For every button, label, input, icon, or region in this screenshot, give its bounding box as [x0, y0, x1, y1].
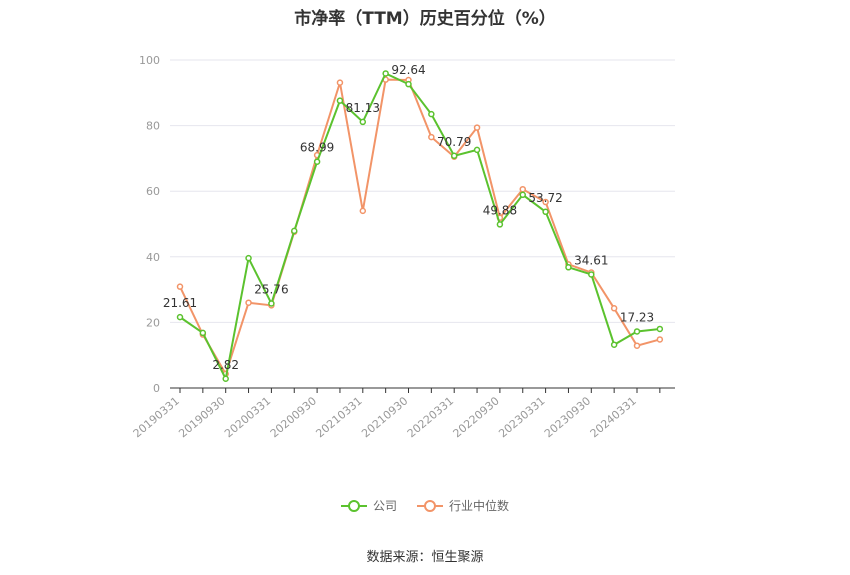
x-tick-label-20230930: 20230930 [542, 394, 593, 440]
series-0-point-20240331 [633, 328, 641, 335]
series-0-point-20191231 [245, 254, 252, 262]
y-tick-label-60: 60 [146, 185, 160, 198]
series-0-point-20190630 [199, 329, 207, 337]
series-0-point-20200930 [313, 158, 321, 165]
series-0-point-20230331 [542, 208, 549, 216]
legend-item-industry-median[interactable]: 行业中位数 [417, 497, 509, 514]
series-0-point-20190930 [222, 375, 229, 383]
series-0-point-20211231 [428, 110, 435, 118]
data-label-20230930: 34.61 [574, 253, 608, 267]
legend-item-company[interactable]: 公司 [340, 497, 397, 514]
series-1-point-20201231 [336, 79, 344, 86]
data-label-20210930: 92.64 [391, 63, 425, 77]
data-label-20200331: 25.76 [254, 283, 288, 297]
x-tick-label-20190331: 20190331 [131, 394, 182, 440]
data-label-20200930: 68.99 [300, 141, 334, 155]
y-tick-label-80: 80 [146, 120, 160, 133]
grid-layer [170, 59, 675, 323]
y-tick-label-100: 100 [139, 54, 160, 67]
series-0-point-20210930 [405, 80, 412, 88]
legend: 公司 行业中位数 [0, 497, 850, 514]
series-line-0 [179, 72, 660, 382]
x-tick-label-20220331: 20220331 [405, 394, 456, 440]
x-tick-label-20200930: 20200930 [268, 394, 319, 440]
data-label-20190930: 2.82 [212, 358, 239, 372]
series-1-point-20240630 [656, 336, 664, 343]
data-label-20220331: 70.79 [437, 135, 471, 149]
series-0-point-20200630 [291, 227, 298, 235]
series-1-point-20230331 [542, 198, 549, 206]
series-0-point-20220930 [496, 221, 504, 228]
data-label-20240331: 17.23 [620, 310, 654, 324]
series-line-1 [179, 78, 661, 377]
data-label-20230331: 53.72 [528, 191, 562, 205]
series-1-point-20240331 [633, 342, 641, 349]
data-source-note: 数据来源：恒生聚源 [366, 550, 484, 565]
axis-layer: 0 20 40 60 80 100 2019033120190930202003312020… [131, 54, 675, 440]
label-layer: 21.61 2.82 25.76 68.99 81.13 92.64 70.79 49.88 5… [163, 63, 654, 372]
y-tick-label-40: 40 [146, 251, 160, 264]
series-1-point-20191231 [245, 299, 252, 306]
y-tick-label-20: 20 [146, 316, 160, 329]
series-1-point-20221231 [519, 185, 526, 193]
series-1-point-20231231 [610, 305, 618, 312]
series-1-point-20211231 [428, 133, 435, 141]
series-0-point-20220630 [473, 146, 481, 154]
x-tick-label-20230331: 20230331 [496, 394, 547, 440]
series-0-point-20230630 [565, 264, 572, 271]
data-label-20210331: 81.13 [346, 101, 380, 115]
data-label-20220930: 49.88 [483, 203, 517, 217]
y-tick-label-0: 0 [153, 382, 160, 395]
series-1-point-20190331 [176, 283, 184, 290]
x-tick-label-20210331: 20210331 [313, 394, 364, 440]
legend-company-icon [340, 499, 367, 512]
series-0-point-20200331 [268, 300, 275, 307]
data-label-20190331: 21.61 [163, 296, 197, 310]
series-0-point-20231231 [610, 341, 618, 348]
series-layer [176, 70, 664, 383]
series-0-point-20240630 [656, 325, 664, 333]
series-1-point-20210331 [359, 207, 367, 215]
x-tick-label-20190930: 20190930 [176, 394, 227, 440]
x-tick-label-20240331: 20240331 [588, 394, 639, 440]
x-tick-label-20200331: 20200331 [222, 394, 273, 440]
series-0-point-20201231 [336, 97, 344, 104]
legend-industry-label: 行业中位数 [449, 499, 510, 513]
series-0-point-20230930 [588, 271, 595, 278]
series-0-point-20220331 [450, 152, 458, 160]
x-tick-label-20210930: 20210930 [359, 394, 410, 440]
legend-company-label: 公司 [372, 499, 397, 513]
series-0-point-20190331 [176, 313, 184, 321]
series-0-point-20210331 [359, 118, 367, 126]
x-tick-label-20220930: 20220930 [451, 394, 502, 440]
chart-title: 市净率（TTM）历史百分位（%） [294, 9, 556, 29]
series-0-point-20221231 [519, 191, 526, 199]
series-0-point-20210630 [382, 70, 389, 77]
series-1-point-20220630 [473, 124, 481, 131]
legend-industry-icon [417, 499, 443, 512]
